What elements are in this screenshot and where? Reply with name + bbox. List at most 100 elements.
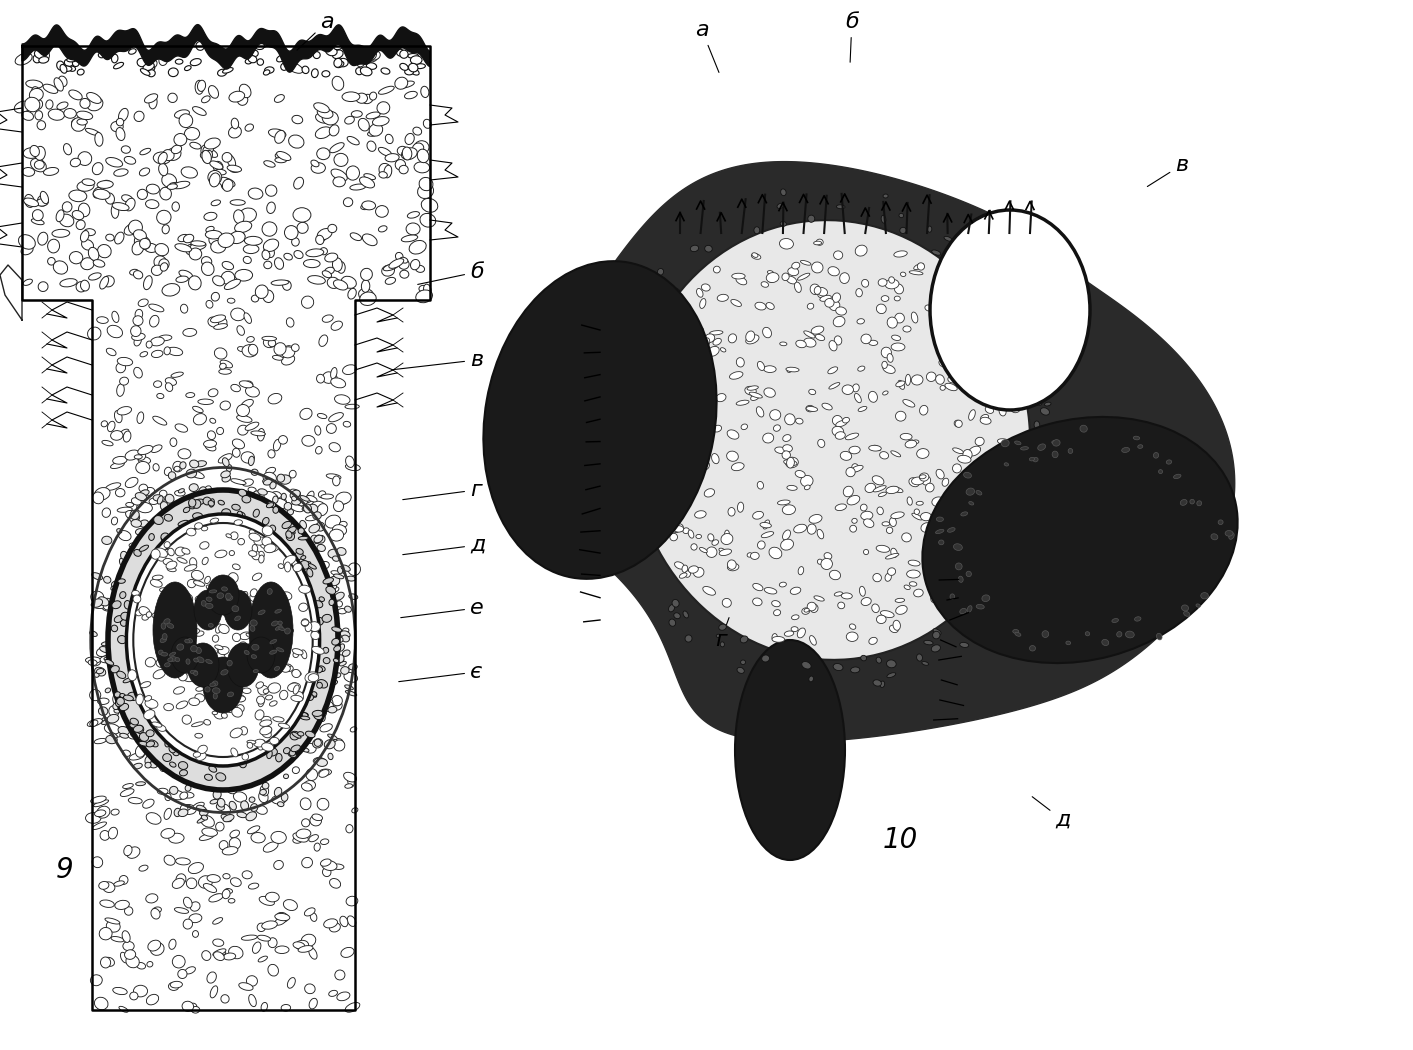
Ellipse shape bbox=[309, 835, 318, 842]
Ellipse shape bbox=[133, 985, 147, 996]
Ellipse shape bbox=[356, 56, 365, 67]
Ellipse shape bbox=[271, 796, 285, 804]
Ellipse shape bbox=[225, 279, 240, 290]
Ellipse shape bbox=[863, 549, 869, 554]
Ellipse shape bbox=[187, 245, 194, 254]
Polygon shape bbox=[506, 162, 1235, 742]
Ellipse shape bbox=[133, 230, 147, 240]
Ellipse shape bbox=[807, 524, 817, 534]
Ellipse shape bbox=[318, 490, 326, 498]
Ellipse shape bbox=[113, 62, 123, 69]
Ellipse shape bbox=[810, 514, 822, 523]
Ellipse shape bbox=[301, 713, 308, 717]
Ellipse shape bbox=[216, 773, 226, 781]
Ellipse shape bbox=[92, 572, 103, 580]
Ellipse shape bbox=[978, 587, 985, 595]
Ellipse shape bbox=[158, 627, 170, 638]
Ellipse shape bbox=[307, 568, 312, 576]
Ellipse shape bbox=[230, 878, 242, 886]
Ellipse shape bbox=[162, 149, 174, 161]
Ellipse shape bbox=[136, 726, 144, 734]
Ellipse shape bbox=[406, 223, 420, 235]
Ellipse shape bbox=[403, 147, 411, 160]
Ellipse shape bbox=[706, 547, 716, 558]
Ellipse shape bbox=[284, 748, 290, 754]
Ellipse shape bbox=[102, 440, 113, 446]
Ellipse shape bbox=[157, 394, 164, 399]
Ellipse shape bbox=[263, 689, 268, 694]
Ellipse shape bbox=[151, 266, 162, 275]
Ellipse shape bbox=[264, 491, 278, 503]
Ellipse shape bbox=[208, 681, 216, 688]
Ellipse shape bbox=[168, 93, 177, 103]
Ellipse shape bbox=[48, 257, 55, 265]
Ellipse shape bbox=[1159, 469, 1163, 474]
Ellipse shape bbox=[899, 380, 904, 390]
Ellipse shape bbox=[415, 290, 432, 302]
Ellipse shape bbox=[165, 669, 171, 674]
Ellipse shape bbox=[285, 531, 292, 539]
Ellipse shape bbox=[257, 686, 268, 695]
Ellipse shape bbox=[331, 169, 348, 181]
Ellipse shape bbox=[294, 251, 304, 258]
Ellipse shape bbox=[32, 210, 44, 220]
Ellipse shape bbox=[709, 331, 723, 335]
Ellipse shape bbox=[171, 145, 182, 153]
Ellipse shape bbox=[322, 861, 336, 870]
Ellipse shape bbox=[317, 374, 325, 383]
Ellipse shape bbox=[649, 388, 661, 399]
Ellipse shape bbox=[222, 181, 230, 189]
Ellipse shape bbox=[951, 564, 962, 575]
Ellipse shape bbox=[229, 598, 243, 607]
Ellipse shape bbox=[223, 815, 235, 822]
Ellipse shape bbox=[188, 638, 192, 643]
Ellipse shape bbox=[654, 362, 661, 372]
Ellipse shape bbox=[232, 695, 242, 705]
Ellipse shape bbox=[646, 405, 660, 410]
Ellipse shape bbox=[950, 594, 955, 600]
Ellipse shape bbox=[305, 623, 312, 632]
Ellipse shape bbox=[203, 145, 213, 154]
Ellipse shape bbox=[360, 50, 376, 62]
Ellipse shape bbox=[274, 860, 284, 869]
Ellipse shape bbox=[244, 236, 263, 246]
Ellipse shape bbox=[192, 512, 202, 520]
Ellipse shape bbox=[698, 462, 706, 469]
Ellipse shape bbox=[141, 614, 148, 621]
Ellipse shape bbox=[828, 366, 838, 374]
Ellipse shape bbox=[290, 490, 300, 499]
Ellipse shape bbox=[322, 867, 331, 877]
Ellipse shape bbox=[278, 723, 290, 729]
Ellipse shape bbox=[90, 796, 106, 803]
Ellipse shape bbox=[940, 385, 945, 391]
Ellipse shape bbox=[189, 470, 205, 479]
Ellipse shape bbox=[157, 789, 168, 795]
Ellipse shape bbox=[117, 579, 126, 584]
Ellipse shape bbox=[294, 739, 305, 749]
Ellipse shape bbox=[667, 403, 678, 411]
Ellipse shape bbox=[155, 548, 168, 558]
Ellipse shape bbox=[280, 617, 295, 626]
Ellipse shape bbox=[952, 349, 962, 355]
Ellipse shape bbox=[195, 687, 205, 698]
Ellipse shape bbox=[88, 328, 100, 340]
Ellipse shape bbox=[890, 450, 900, 457]
Ellipse shape bbox=[178, 761, 188, 770]
Ellipse shape bbox=[97, 181, 113, 188]
Ellipse shape bbox=[247, 337, 254, 342]
Ellipse shape bbox=[311, 163, 325, 173]
Ellipse shape bbox=[328, 663, 338, 674]
Ellipse shape bbox=[119, 108, 129, 122]
Ellipse shape bbox=[964, 472, 971, 478]
Ellipse shape bbox=[136, 609, 143, 616]
Ellipse shape bbox=[311, 912, 317, 922]
Ellipse shape bbox=[160, 187, 171, 200]
Ellipse shape bbox=[185, 393, 195, 398]
Ellipse shape bbox=[674, 613, 680, 618]
Ellipse shape bbox=[1009, 323, 1013, 328]
Ellipse shape bbox=[851, 667, 859, 673]
Ellipse shape bbox=[287, 57, 298, 63]
Ellipse shape bbox=[332, 258, 342, 271]
Ellipse shape bbox=[137, 452, 146, 460]
Ellipse shape bbox=[122, 598, 134, 610]
